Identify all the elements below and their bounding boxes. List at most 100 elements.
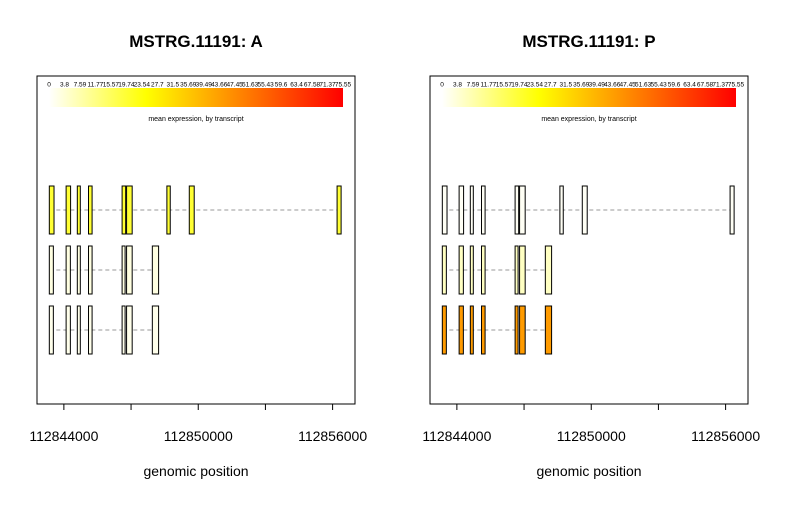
exon (126, 245, 133, 295)
exon (48, 305, 54, 355)
legend-tick-label: 15.57 (496, 82, 513, 89)
panel-p-legend-caption: mean expression, by transcript (541, 116, 636, 123)
x-tick-label: 112844000 (422, 428, 491, 444)
legend-tick-label: 55.43 (650, 82, 667, 89)
exon (458, 305, 464, 355)
exon (65, 245, 71, 295)
legend-tick-label: 43.66 (211, 82, 228, 89)
exon (514, 185, 520, 235)
legend-tick-label: 0 (47, 82, 51, 89)
exon (544, 245, 553, 295)
panel-a: MSTRG.11191: A 0 3.8 7.59 11.77 15.57 19.74 23… (29, 32, 367, 479)
exon (121, 245, 126, 295)
legend-tick-label: 7.59 (467, 82, 480, 89)
exon (65, 305, 71, 355)
panel-p-legend: 0 3.8 7.59 11.77 15.57 19.74 23.54 27.7 31.5 35.6… (440, 82, 744, 124)
legend-tick-label: 47.45 (620, 82, 637, 89)
x-tick-label: 112856000 (691, 428, 760, 444)
exon (126, 305, 133, 355)
legend-tick-label: 47.45 (227, 82, 244, 89)
legend-tick-label: 59.6 (668, 82, 681, 89)
exon (441, 185, 448, 235)
exon (514, 245, 519, 295)
exon (469, 185, 474, 235)
x-tick-label: 112844000 (29, 428, 98, 444)
exon (469, 305, 474, 355)
exon (519, 305, 526, 355)
legend-tick-label: 67.58 (697, 82, 714, 89)
exon (188, 185, 195, 235)
exon (48, 245, 54, 295)
exon (441, 305, 447, 355)
legend-tick-label: 19.74 (118, 82, 135, 89)
exon (65, 185, 72, 235)
panel-a-transcripts (48, 185, 342, 355)
panel-a-frame (36, 75, 356, 405)
legend-tick-label: 27.7 (544, 82, 557, 89)
legend-tick-label: 39.49 (589, 82, 606, 89)
exon (88, 185, 93, 235)
legend-tick-label: 15.57 (103, 82, 120, 89)
panel-p: MSTRG.11191: P 0 3.8 7.59 11.77 15.57 19.74 23… (422, 32, 760, 479)
legend-tick-label: 3.8 (453, 82, 462, 89)
panel-a-title: MSTRG.11191: A (129, 32, 263, 51)
exon (76, 185, 81, 235)
exon (458, 245, 464, 295)
legend-tick-label: 71.37 (319, 82, 336, 89)
legend-tick-label: 59.6 (275, 82, 288, 89)
legend-tick-label: 7.59 (74, 82, 87, 89)
legend-tick-label: 39.49 (196, 82, 213, 89)
exon (166, 185, 171, 235)
legend-tick-label: 23.54 (134, 82, 151, 89)
exon (481, 185, 486, 235)
panel-a-legend: 0 3.8 7.59 11.77 15.57 19.74 23.54 27.7 31.5 35.6… (47, 82, 351, 124)
legend-tick-label: 63.4 (290, 82, 303, 89)
panel-p-x-axis-label: genomic position (536, 463, 641, 479)
exon (729, 185, 735, 235)
legend-tick-label: 43.66 (604, 82, 621, 89)
exon (519, 185, 526, 235)
legend-tick-label: 31.5 (166, 82, 179, 89)
panel-p-title: MSTRG.11191: P (522, 32, 655, 51)
exon (76, 245, 81, 295)
legend-tick-label: 75.55 (335, 82, 352, 89)
exon (151, 305, 160, 355)
panel-p-transcripts (441, 185, 735, 355)
panel-a-legend-caption: mean expression, by transcript (148, 116, 243, 123)
legend-tick-label: 71.37 (712, 82, 729, 89)
exon (458, 185, 465, 235)
exon (151, 245, 160, 295)
panel-a-x-axis-label: genomic position (143, 463, 248, 479)
legend-tick-label: 0 (440, 82, 444, 89)
exon (481, 245, 486, 295)
legend-tick-label: 11.77 (481, 82, 497, 89)
legend-tick-label: 23.54 (527, 82, 544, 89)
legend-tick-label: 67.58 (304, 82, 321, 89)
exon (336, 185, 342, 235)
legend-tick-label: 19.74 (511, 82, 528, 89)
exon (88, 305, 93, 355)
x-tick-label: 112850000 (557, 428, 626, 444)
legend-tick-label: 3.8 (60, 82, 69, 89)
panel-p-frame (429, 75, 749, 405)
exon (441, 245, 447, 295)
legend-tick-label: 75.55 (728, 82, 745, 89)
legend-tick-label: 51.63 (242, 82, 259, 89)
exon (544, 305, 553, 355)
exon (469, 245, 474, 295)
panel-a-legend-bar (49, 88, 343, 107)
exon (581, 185, 588, 235)
exon (519, 245, 526, 295)
exon (121, 305, 126, 355)
exon (514, 305, 519, 355)
panel-p-x-axis: 112844000 112850000 112856000 (422, 404, 760, 444)
exon (481, 305, 486, 355)
panel-p-legend-bar (442, 88, 736, 107)
exon (126, 185, 133, 235)
exon (48, 185, 55, 235)
legend-tick-label: 51.63 (635, 82, 652, 89)
exon (88, 245, 93, 295)
x-tick-label: 112850000 (164, 428, 233, 444)
legend-tick-label: 63.4 (683, 82, 696, 89)
